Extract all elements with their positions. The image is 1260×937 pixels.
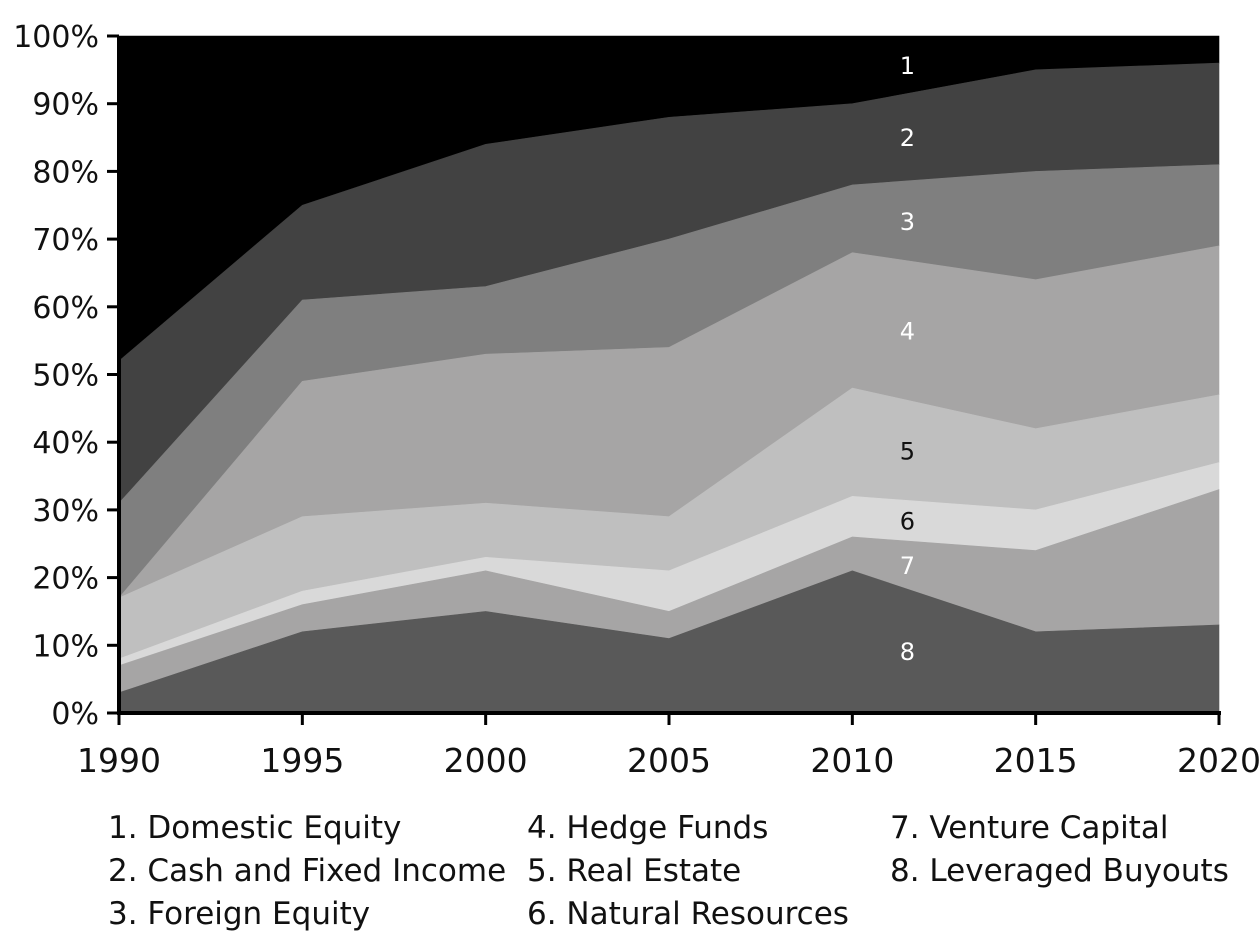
x-tick-label: 2015 [994,741,1078,780]
y-tick-label: 60% [32,291,99,326]
area-label-cash-and-fixed-income: 2 [900,124,915,152]
x-tick-label: 2005 [627,741,711,780]
area-label-venture-capital: 7 [900,552,915,580]
area-label-domestic-equity: 1 [900,52,915,80]
y-tick-label: 20% [32,562,99,597]
area-label-foreign-equity: 3 [900,208,915,236]
x-tick-label: 1990 [77,741,161,780]
y-tick-label: 90% [32,88,99,123]
x-tick-label: 2000 [444,741,528,780]
area-label-hedge-funds: 4 [900,317,915,345]
y-tick-label: 40% [32,426,99,461]
x-tick-label: 1995 [260,741,344,780]
y-tick-label: 30% [32,494,99,529]
y-tick-label: 70% [32,223,99,258]
area-label-real-estate: 5 [900,437,915,465]
y-tick-label: 10% [32,629,99,664]
area-label-leveraged-buyouts: 8 [900,638,915,666]
y-tick-label: 50% [32,359,99,394]
area-label-natural-resources: 6 [900,508,915,536]
x-tick-label: 2010 [810,741,894,780]
y-tick-label: 0% [51,697,99,732]
y-tick-label: 80% [32,155,99,190]
x-tick-label: 2020 [1177,741,1260,780]
y-tick-label: 100% [13,20,99,55]
